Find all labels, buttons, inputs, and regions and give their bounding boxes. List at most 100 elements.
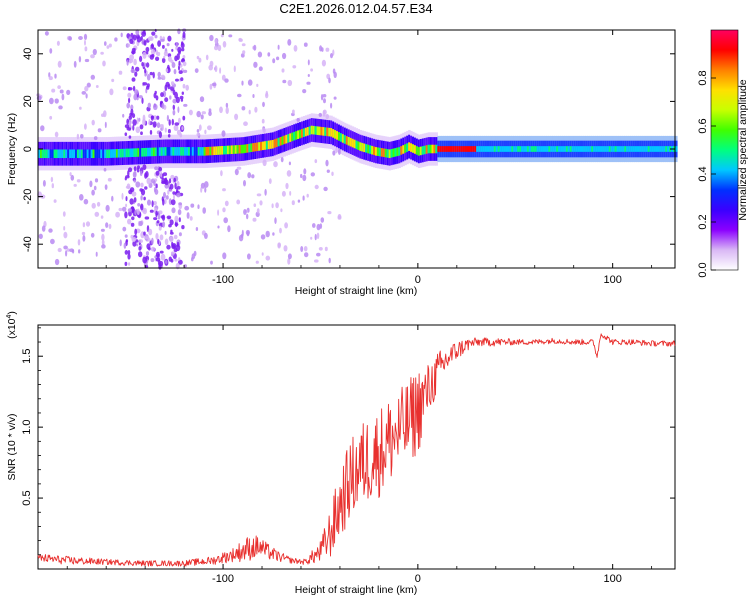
- heatmap-cell: [207, 146, 211, 156]
- heatmap-speckle: [149, 209, 154, 213]
- heatmap-cell: [637, 146, 641, 152]
- heatmap-speckle: [142, 256, 148, 264]
- heatmap-speckle: [296, 117, 300, 122]
- heatmap-speckle: [147, 102, 151, 109]
- heatmap-speckle: [102, 60, 106, 67]
- heatmap-speckle: [118, 207, 123, 212]
- heatmap-cell: [526, 146, 530, 152]
- heatmap-speckle: [153, 201, 157, 206]
- heatmap-speckle: [172, 89, 176, 96]
- heatmap-speckle: [50, 238, 55, 245]
- heatmap-cell: [250, 143, 253, 153]
- heatmap-cell: [515, 146, 518, 152]
- heatmap-cell: [429, 144, 433, 154]
- heatmap-cell: [345, 136, 349, 145]
- colorbar-tick-label: 0.6: [697, 118, 709, 133]
- heatmap-cell: [400, 146, 403, 155]
- heatmap-cell: [59, 149, 62, 159]
- heatmap-cell: [636, 146, 639, 152]
- heatmap-speckle: [256, 193, 262, 197]
- heatmap-speckle: [323, 186, 328, 192]
- heatmap-cell: [511, 146, 514, 152]
- heatmap-speckle: [262, 101, 265, 108]
- heatmap-speckle: [49, 97, 54, 105]
- heatmap-cell: [121, 148, 125, 158]
- heatmap-speckle: [196, 129, 200, 133]
- heatmap-speckle: [78, 249, 81, 254]
- heatmap-speckle: [170, 199, 176, 206]
- heatmap-speckle: [81, 91, 87, 95]
- heatmap-speckle: [175, 244, 181, 252]
- heatmap-speckle: [135, 126, 141, 134]
- heatmap-speckle: [136, 243, 139, 247]
- heatmap-speckle: [172, 98, 177, 104]
- heatmap-cell: [373, 146, 376, 156]
- heatmap-speckle: [220, 170, 223, 177]
- heatmap-speckle: [178, 70, 183, 74]
- heatmap-speckle: [125, 185, 131, 189]
- heatmap-speckle: [243, 180, 246, 187]
- heatmap-speckle: [101, 233, 105, 241]
- heatmap-speckle: [302, 174, 307, 182]
- heatmap-speckle: [91, 202, 96, 209]
- heatmap-speckle: [128, 135, 132, 139]
- heatmap-cell: [577, 146, 581, 152]
- heatmap-speckle: [253, 61, 258, 68]
- heatmap-speckle: [166, 114, 169, 122]
- heatmap-speckle: [287, 39, 292, 46]
- snr-x-label: Height of straight line (km): [295, 584, 418, 596]
- heatmap-speckle: [133, 179, 137, 183]
- heatmap-speckle: [48, 76, 53, 81]
- heatmap-speckle: [162, 172, 168, 177]
- heatmap-speckle: [247, 79, 253, 86]
- heatmap-speckle: [302, 89, 307, 94]
- heatmap-cell: [110, 149, 113, 158]
- heatmap-cell: [238, 144, 242, 154]
- heatmap-speckle: [207, 125, 212, 131]
- heatmap-speckle: [132, 240, 137, 247]
- heatmap-cell: [454, 146, 458, 152]
- heatmap-cell: [585, 146, 588, 152]
- heatmap-cell: [540, 146, 544, 152]
- heatmap-cell: [410, 143, 413, 152]
- heatmap-cell: [39, 149, 43, 159]
- heatmap-cell: [156, 147, 160, 156]
- heatmap-cell: [67, 149, 70, 159]
- heatmap-cell: [349, 137, 353, 147]
- heatmap-speckle: [129, 198, 134, 205]
- heatmap-speckle: [177, 209, 182, 216]
- heatmap-speckle: [182, 83, 186, 89]
- colorbar-tick-label: 0.4: [697, 166, 709, 181]
- heatmap-cell: [236, 145, 240, 154]
- heatmap-speckle: [233, 65, 236, 73]
- heatmap-cell: [525, 146, 528, 152]
- heatmap-cell: [55, 149, 59, 159]
- heatmap-speckle: [189, 216, 193, 221]
- heatmap-speckle: [173, 177, 176, 183]
- heatmap-cell: [299, 129, 302, 139]
- heatmap-speckle: [323, 98, 326, 104]
- heatmap-speckle: [41, 225, 46, 232]
- heatmap-cell: [412, 144, 415, 153]
- heatmap-speckle: [182, 115, 186, 121]
- heatmap-speckle: [145, 251, 150, 256]
- heatmap-speckle: [159, 260, 164, 267]
- heatmap-cell: [300, 129, 304, 138]
- heatmap-speckle: [228, 34, 233, 38]
- heatmap-speckle: [224, 78, 229, 83]
- heatmap-speckle: [169, 95, 172, 100]
- heatmap-cell: [211, 146, 214, 156]
- heatmap-speckle: [234, 168, 239, 176]
- heatmap-speckle: [157, 76, 162, 80]
- heatmap-speckle: [170, 174, 175, 180]
- heatmap-speckle: [123, 242, 127, 249]
- heatmap-speckle: [94, 178, 99, 183]
- colorbar-ticks: 0.0 0.2 0.4 0.6 0.8: [697, 70, 716, 278]
- heatmap-cell: [125, 148, 129, 158]
- heatmap-cell: [115, 149, 119, 158]
- heatmap-speckle: [157, 40, 162, 47]
- heatmap-speckle: [221, 74, 226, 81]
- heatmap-speckle: [132, 119, 137, 126]
- heatmap-cell: [82, 149, 86, 159]
- heatmap-speckle: [122, 206, 127, 212]
